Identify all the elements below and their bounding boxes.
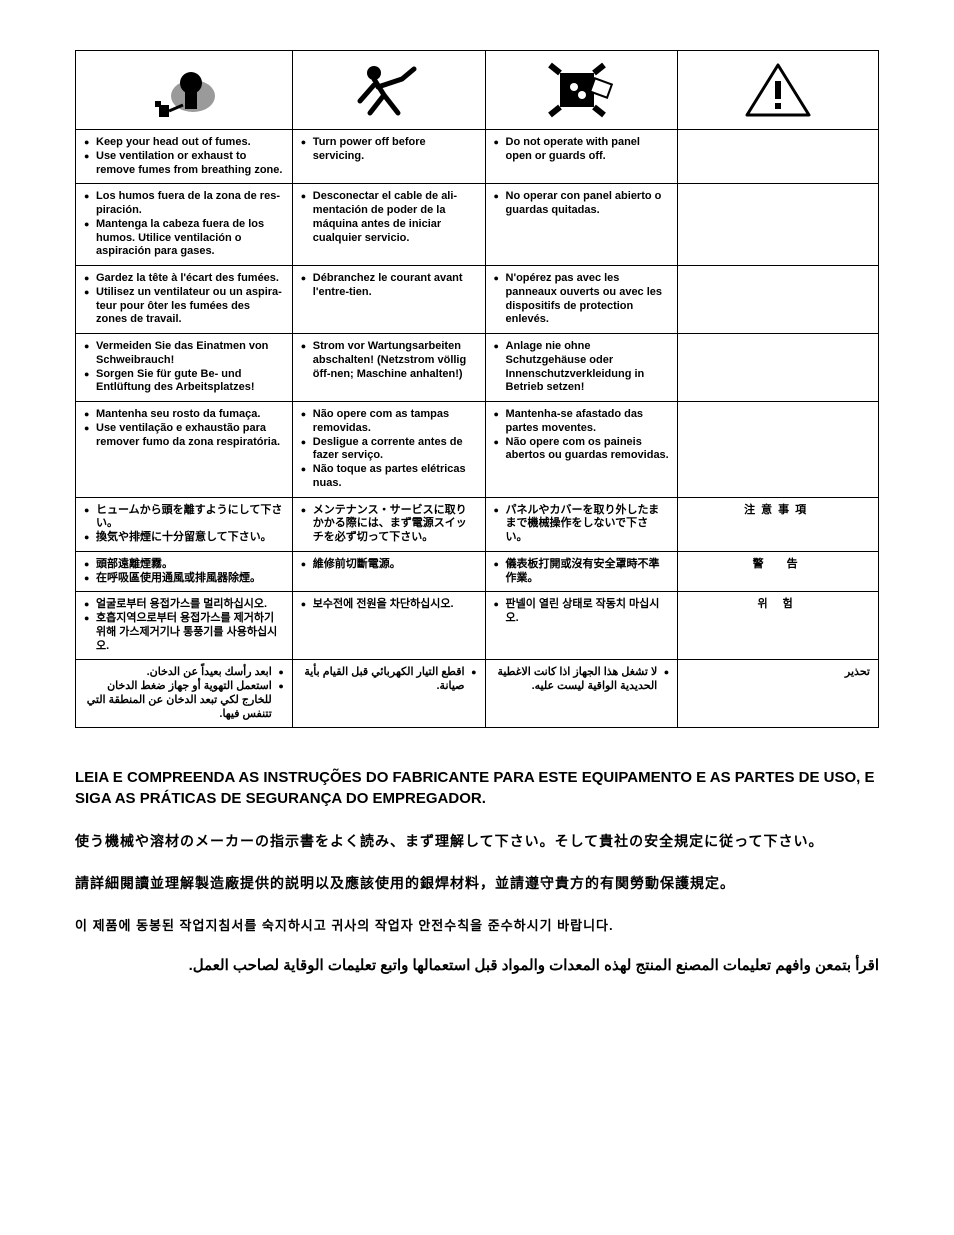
- cell-de-c1: Vermeiden Sie das Einatmen von Schweibra…: [76, 334, 293, 402]
- bullet: ヒュームから頭を離すようにして下さい。: [84, 504, 284, 532]
- fumes-icon: [76, 51, 293, 130]
- bullet: ابعد رأسك بعيداً عن الدخان.: [84, 666, 284, 680]
- bullet: Turn power off before servicing.: [301, 136, 477, 164]
- cell-es-c1: Los humos fuera de la zona de res-piraci…: [76, 184, 293, 266]
- warning-row-en: Keep your head out of fumes.Use ventilat…: [76, 130, 879, 184]
- warning-row-ja: ヒュームから頭を離すようにして下さい。換気や排煙に十分留意して下さい。メンテナン…: [76, 497, 879, 551]
- bullet: メンテナンス・サービスに取りかかる際には、まず電源スイッチを必ず切って下さい。: [301, 504, 477, 545]
- cell-ar-c2: اقطع التيار الكهربائي قبل القيام بأية صي…: [292, 660, 485, 728]
- warning-row-fr: Gardez la tête à l'écart des fumées.Util…: [76, 266, 879, 334]
- cell-ja-c3: パネルやカバーを取り外したままで機械操作をしないで下さい。: [485, 497, 678, 551]
- cell-de-c3: Anlage nie ohne Schutzgehäuse oder Innen…: [485, 334, 678, 402]
- cell-ar-label: تحذير: [678, 660, 879, 728]
- cell-fr-label: [678, 266, 879, 334]
- cell-ja-c2: メンテナンス・サービスに取りかかる際には、まず電源スイッチを必ず切って下さい。: [292, 497, 485, 551]
- bullet: Gardez la tête à l'écart des fumées.: [84, 272, 284, 286]
- bullet: 얼굴로부터 용접가스를 멀리하십시오.: [84, 598, 284, 612]
- bullet: No operar con panel abierto o guardas qu…: [494, 190, 670, 218]
- cell-ko-c3: 판넬이 열린 상태로 작동치 마십시오.: [485, 592, 678, 660]
- cell-es-c2: Desconectar el cable de ali-mentación de…: [292, 184, 485, 266]
- cell-fr-c1: Gardez la tête à l'écart des fumées.Util…: [76, 266, 293, 334]
- bullet: Keep your head out of fumes.: [84, 136, 284, 150]
- bullet: Utilisez un ventilateur ou un aspira-teu…: [84, 286, 284, 327]
- cell-zh-c1: 頭部遠離煙霧。在呼吸區使用通風或排風器除煙。: [76, 551, 293, 592]
- bullet: 호흡지역으로부터 용접가스를 제거하기 위해 가스제거기나 통풍기를 사용하십시…: [84, 612, 284, 653]
- footer-ko: 이 제품에 동봉된 작업지침서를 숙지하시고 귀사의 작업자 안전수칙을 준수하…: [75, 915, 879, 934]
- bullet: Use ventilation or exhaust to remove fum…: [84, 150, 284, 178]
- bullet: Desligue a corrente antes de fazer servi…: [301, 436, 477, 464]
- bullet: 판넬이 열린 상태로 작동치 마십시오.: [494, 598, 670, 626]
- cell-fr-c3: N'opérez pas avec les panneaux ouverts o…: [485, 266, 678, 334]
- warning-triangle-icon: [678, 51, 879, 130]
- cell-pt-c3: Mantenha-se afastado das partes moventes…: [485, 402, 678, 498]
- bullet: اقطع التيار الكهربائي قبل القيام بأية صي…: [301, 666, 477, 694]
- warning-row-es: Los humos fuera de la zona de res-piraci…: [76, 184, 879, 266]
- bullet: パネルやカバーを取り外したままで機械操作をしないで下さい。: [494, 504, 670, 545]
- cell-pt-c2: Não opere com as tampas removidas.Deslig…: [292, 402, 485, 498]
- cell-zh-label: 警 告: [678, 551, 879, 592]
- bullet: استعمل التهوية أو جهاز ضغط الدخان للخارج…: [84, 680, 284, 721]
- bullet: Vermeiden Sie das Einatmen von Schweibra…: [84, 340, 284, 368]
- cell-ko-c2: 보수전에 전원을 차단하십시오.: [292, 592, 485, 660]
- bullet: لا تشغل هذا الجهاز اذا كانت الاغطية الحد…: [494, 666, 670, 694]
- bullet: Anlage nie ohne Schutzgehäuse oder Innen…: [494, 340, 670, 395]
- bullet: Desconectar el cable de ali-mentación de…: [301, 190, 477, 245]
- cell-de-c2: Strom vor Wartungsarbeiten abschalten! (…: [292, 334, 485, 402]
- cell-es-c3: No operar con panel abierto o guardas qu…: [485, 184, 678, 266]
- bullet: Não toque as partes elétricas nuas.: [301, 463, 477, 491]
- cell-es-label: [678, 184, 879, 266]
- bullet: Use ventilação e exhaustão para remover …: [84, 422, 284, 450]
- warning-row-ko: 얼굴로부터 용접가스를 멀리하십시오.호흡지역으로부터 용접가스를 제거하기 위…: [76, 592, 879, 660]
- footer-instructions: LEIA E COMPREENDA AS INSTRUÇÕES DO FABRI…: [75, 768, 879, 974]
- footer-ja: 使う機械や溶材のメーカーの指示書をよく読み、まず理解して下さい。そして貴社の安全…: [75, 831, 879, 851]
- bullet: Não opere com os paineis abertos ou guar…: [494, 436, 670, 464]
- safety-warning-table: Keep your head out of fumes.Use ventilat…: [75, 50, 879, 728]
- bullet: 儀表板打開或沒有安全罩時不準作業。: [494, 558, 670, 586]
- bullet: Mantenha seu rosto da fumaça.: [84, 408, 284, 422]
- cell-ko-c1: 얼굴로부터 용접가스를 멀리하십시오.호흡지역으로부터 용접가스를 제거하기 위…: [76, 592, 293, 660]
- warning-row-pt: Mantenha seu rosto da fumaça.Use ventila…: [76, 402, 879, 498]
- bullet: Mantenha-se afastado das partes moventes…: [494, 408, 670, 436]
- cell-de-label: [678, 334, 879, 402]
- cell-en-c1: Keep your head out of fumes.Use ventilat…: [76, 130, 293, 184]
- bullet: Do not operate with panel open or guards…: [494, 136, 670, 164]
- cell-en-c3: Do not operate with panel open or guards…: [485, 130, 678, 184]
- cell-zh-c2: 維修前切斷電源。: [292, 551, 485, 592]
- warning-row-zh: 頭部遠離煙霧。在呼吸區使用通風或排風器除煙。維修前切斷電源。儀表板打開或沒有安全…: [76, 551, 879, 592]
- bullet: Los humos fuera de la zona de res-piraci…: [84, 190, 284, 218]
- footer-pt: LEIA E COMPREENDA AS INSTRUÇÕES DO FABRI…: [75, 768, 879, 809]
- cell-pt-label: [678, 402, 879, 498]
- bullet: 보수전에 전원을 차단하십시오.: [301, 598, 477, 612]
- cell-zh-c3: 儀表板打開或沒有安全罩時不準作業。: [485, 551, 678, 592]
- cell-ja-label: 注意事項: [678, 497, 879, 551]
- bullet: 頭部遠離煙霧。: [84, 558, 284, 572]
- cell-ko-label: 위 험: [678, 592, 879, 660]
- bullet: Sorgen Sie für gute Be- und Entlüftung d…: [84, 368, 284, 396]
- cell-ja-c1: ヒュームから頭を離すようにして下さい。換気や排煙に十分留意して下さい。: [76, 497, 293, 551]
- cell-ar-c3: لا تشغل هذا الجهاز اذا كانت الاغطية الحد…: [485, 660, 678, 728]
- bullet: 維修前切斷電源。: [301, 558, 477, 572]
- cell-en-label: [678, 130, 879, 184]
- warning-row-de: Vermeiden Sie das Einatmen von Schweibra…: [76, 334, 879, 402]
- bullet: 在呼吸區使用通風或排風器除煙。: [84, 572, 284, 586]
- cell-pt-c1: Mantenha seu rosto da fumaça.Use ventila…: [76, 402, 293, 498]
- bullet: Strom vor Wartungsarbeiten abschalten! (…: [301, 340, 477, 381]
- warning-row-ar: ابعد رأسك بعيداً عن الدخان.استعمل التهوي…: [76, 660, 879, 728]
- bullet: Não opere com as tampas removidas.: [301, 408, 477, 436]
- panel-icon: [485, 51, 678, 130]
- bullet: N'opérez pas avec les panneaux ouverts o…: [494, 272, 670, 327]
- bullet: Mantenga la cabeza fuera de los humos. U…: [84, 218, 284, 259]
- cell-fr-c2: Débranchez le courant avant l'entre-tien…: [292, 266, 485, 334]
- footer-ar: اقرأ بتمعن وافهم تعليمات المصنع المنتج ل…: [75, 956, 879, 974]
- cell-en-c2: Turn power off before servicing.: [292, 130, 485, 184]
- bullet: 換気や排煙に十分留意して下さい。: [84, 531, 284, 545]
- icon-header-row: [76, 51, 879, 130]
- footer-zh: 請詳細閱讀並理解製造廠提供的説明以及應該使用的銀焊材料，並請遵守貴方的有関勞動保…: [75, 873, 879, 893]
- bullet: Débranchez le courant avant l'entre-tien…: [301, 272, 477, 300]
- service-icon: [292, 51, 485, 130]
- cell-ar-c1: ابعد رأسك بعيداً عن الدخان.استعمل التهوي…: [76, 660, 293, 728]
